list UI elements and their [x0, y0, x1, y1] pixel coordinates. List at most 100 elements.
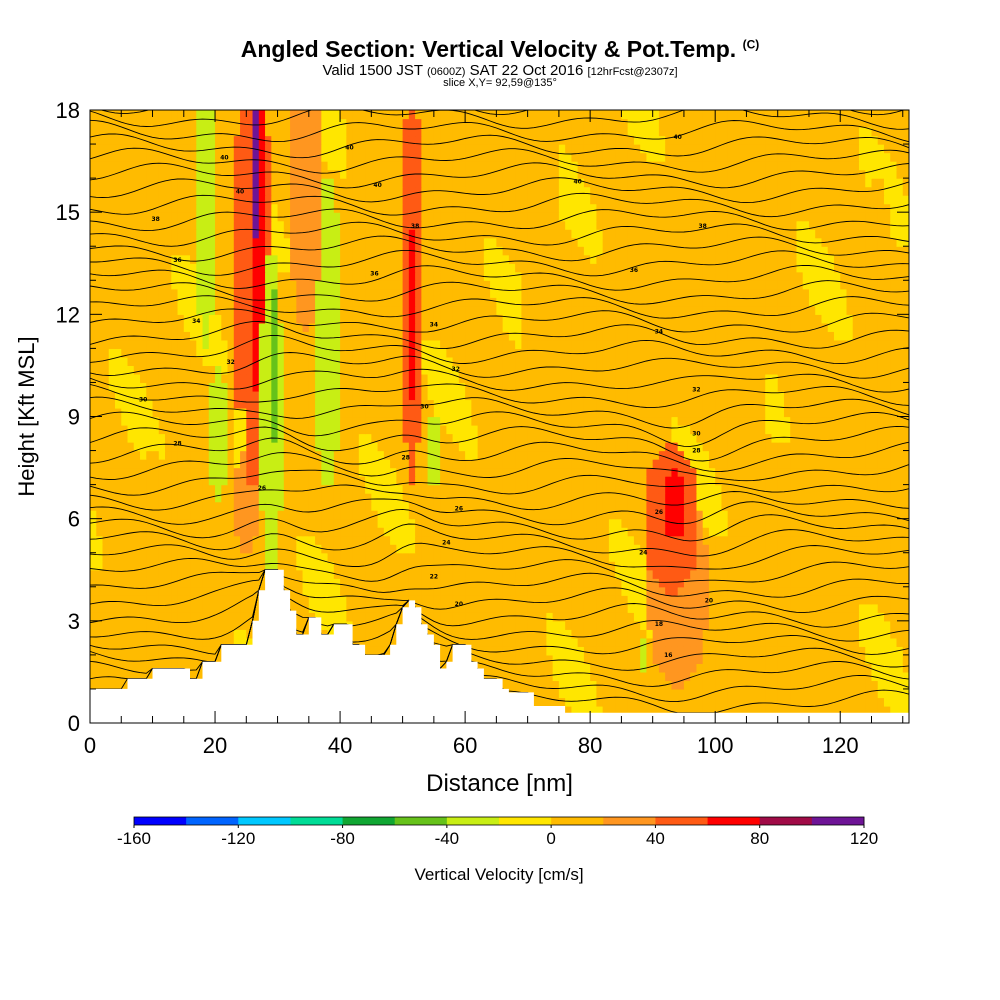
velocity-cell [96, 535, 104, 545]
velocity-cell [408, 467, 416, 477]
chart-title: Angled Section: Vertical Velocity & Pot.… [0, 36, 1000, 63]
velocity-cell [883, 493, 891, 503]
velocity-cell [96, 671, 104, 682]
velocity-cell [715, 467, 723, 477]
velocity-cell [352, 535, 360, 545]
velocity-cell [490, 459, 497, 469]
velocity-cell [340, 586, 347, 596]
velocity-cell [521, 637, 529, 647]
velocity-cell [577, 416, 585, 426]
velocity-cell [783, 459, 791, 469]
velocity-cell [296, 433, 304, 443]
velocity-cell [358, 425, 366, 435]
velocity-cell [352, 450, 360, 460]
velocity-cell [671, 527, 679, 537]
velocity-cell [402, 467, 410, 477]
velocity-cell [896, 663, 904, 673]
velocity-cell [546, 637, 554, 647]
velocity-cell [890, 654, 898, 664]
velocity-cell [733, 510, 741, 520]
velocity-cell [333, 518, 341, 528]
velocity-cell [796, 501, 804, 511]
velocity-cell [458, 476, 466, 486]
velocity-cell [865, 561, 873, 571]
velocity-cell [227, 493, 235, 503]
velocity-cell [158, 552, 166, 562]
velocity-cell [108, 620, 116, 630]
velocity-cell [546, 671, 554, 682]
velocity-cell [733, 416, 741, 426]
velocity-cell [90, 544, 97, 554]
velocity-cell [565, 629, 572, 639]
velocity-cell [490, 399, 497, 409]
velocity-cell [696, 637, 704, 647]
velocity-cell [446, 637, 454, 647]
velocity-cell [571, 612, 579, 622]
velocity-cell [765, 476, 773, 486]
velocity-cell [802, 603, 810, 613]
velocity-cell [746, 467, 754, 477]
velocity-cell [846, 493, 854, 503]
velocity-cell [652, 612, 660, 622]
velocity-cell [783, 654, 791, 664]
velocity-cell [458, 399, 466, 409]
velocity-cell [365, 569, 372, 579]
velocity-cell [446, 578, 454, 588]
velocity-cell [427, 595, 435, 605]
velocity-cell [790, 527, 798, 537]
velocity-cell [608, 561, 616, 571]
velocity-cell [690, 510, 698, 520]
velocity-cell [252, 467, 260, 477]
velocity-cell [583, 688, 591, 699]
velocity-cell [627, 646, 635, 656]
velocity-cell [196, 646, 204, 656]
velocity-cell [183, 586, 191, 596]
velocity-cell [608, 425, 616, 435]
velocity-cell [171, 484, 179, 494]
velocity-cell [652, 442, 660, 452]
velocity-cell [196, 501, 204, 511]
velocity-cell [115, 442, 122, 452]
velocity-cell [902, 697, 909, 707]
velocity-cell [515, 629, 522, 639]
velocity-cell [302, 603, 310, 613]
velocity-cell [190, 416, 197, 426]
velocity-cell [896, 493, 904, 503]
velocity-cell [671, 629, 679, 639]
velocity-cell [796, 569, 804, 579]
velocity-cell [558, 680, 566, 690]
velocity-cell [583, 603, 591, 613]
velocity-cell [877, 425, 885, 435]
velocity-cell [540, 467, 547, 477]
velocity-cell [827, 561, 835, 571]
velocity-cell [90, 578, 97, 588]
velocity-cell [515, 459, 522, 469]
velocity-cell [615, 586, 623, 596]
velocity-cell [596, 433, 604, 443]
velocity-cell [390, 535, 397, 545]
velocity-cell [471, 527, 479, 537]
velocity-cell [852, 680, 860, 690]
velocity-cell [352, 544, 360, 554]
velocity-cell [115, 646, 122, 656]
velocity-cell [627, 467, 635, 477]
velocity-cell [140, 586, 147, 596]
velocity-cell [871, 535, 879, 545]
velocity-cell [327, 484, 335, 494]
velocity-cell [352, 416, 360, 426]
velocity-cell [133, 612, 141, 622]
velocity-cell [490, 637, 497, 647]
velocity-cell [283, 476, 291, 486]
velocity-cell [552, 663, 560, 673]
velocity-cell [252, 501, 260, 511]
velocity-cell [558, 527, 566, 537]
velocity-cell [665, 680, 673, 690]
velocity-cell [727, 544, 735, 554]
velocity-cell [146, 612, 154, 622]
velocity-cell [740, 416, 748, 426]
velocity-cell [502, 467, 510, 477]
velocity-cell [115, 484, 122, 494]
velocity-cell [196, 467, 204, 477]
velocity-cell [140, 663, 147, 673]
velocity-cell [771, 561, 779, 571]
